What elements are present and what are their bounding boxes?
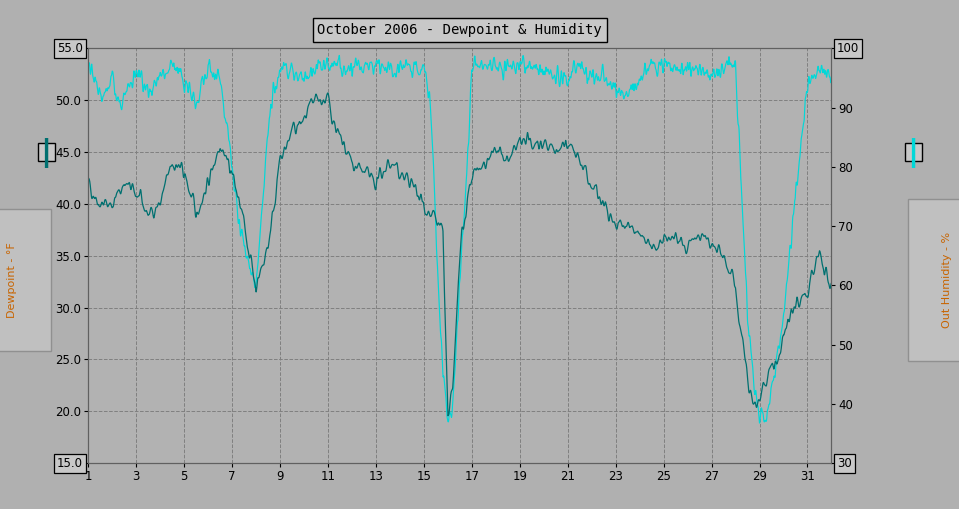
Text: 55.0: 55.0 [57, 42, 82, 55]
Text: |: | [40, 138, 52, 167]
Text: 30: 30 [837, 457, 852, 470]
Text: Dewpoint - °F: Dewpoint - °F [8, 242, 17, 318]
Text: 100: 100 [837, 42, 859, 55]
Text: 15.0: 15.0 [57, 457, 82, 470]
Text: |: | [907, 138, 919, 167]
Title: October 2006 - Dewpoint & Humidity: October 2006 - Dewpoint & Humidity [317, 23, 602, 37]
Text: Out Humidity - %: Out Humidity - % [942, 232, 951, 328]
